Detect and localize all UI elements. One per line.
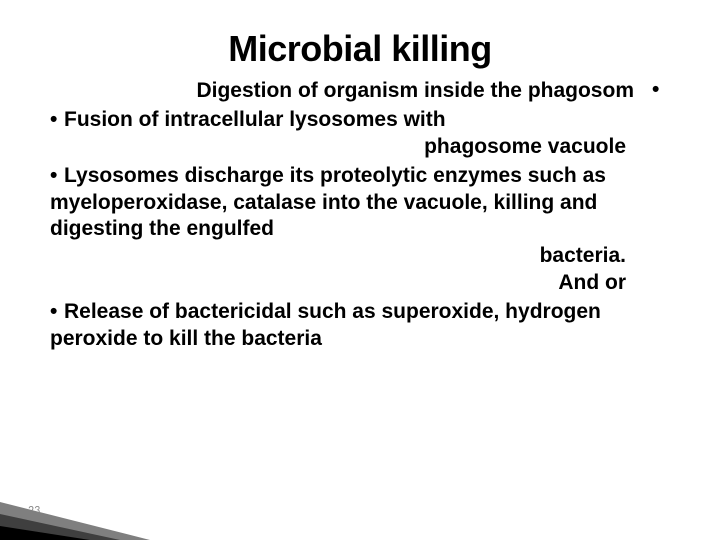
bullet-dot-icon: • [50, 163, 64, 190]
bullet-2: •Lysosomes discharge its proteolytic enz… [50, 163, 634, 244]
side-bullet: • [634, 78, 670, 102]
bullet-3-text: Release of bactericidal such as superoxi… [50, 300, 601, 350]
bullet-1: •Fusion of intracellular lysosomes with [50, 107, 634, 134]
bullet-dot-icon: • [50, 107, 64, 134]
bullet-3: •Release of bactericidal such as superox… [50, 299, 634, 353]
body-text: Digestion of organism inside the phagoso… [50, 78, 634, 353]
bullet-1-text: Fusion of intracellular lysosomes with [64, 108, 446, 131]
page-number: 23 [28, 504, 40, 518]
bullet-2-cont: bacteria. [50, 243, 634, 270]
line-digestion: Digestion of organism inside the phagoso… [60, 78, 634, 105]
content-row: Digestion of organism inside the phagoso… [50, 78, 670, 353]
bullet-1-cont: phagosome vacuole [50, 134, 634, 161]
bullet-dot-icon: • [50, 299, 64, 326]
and-or-line: And or [50, 270, 634, 297]
slide-title: Microbial killing [50, 28, 670, 70]
bullet-2-text: Lysosomes discharge its proteolytic enzy… [50, 164, 606, 241]
slide: Microbial killing Digestion of organism … [0, 0, 720, 540]
